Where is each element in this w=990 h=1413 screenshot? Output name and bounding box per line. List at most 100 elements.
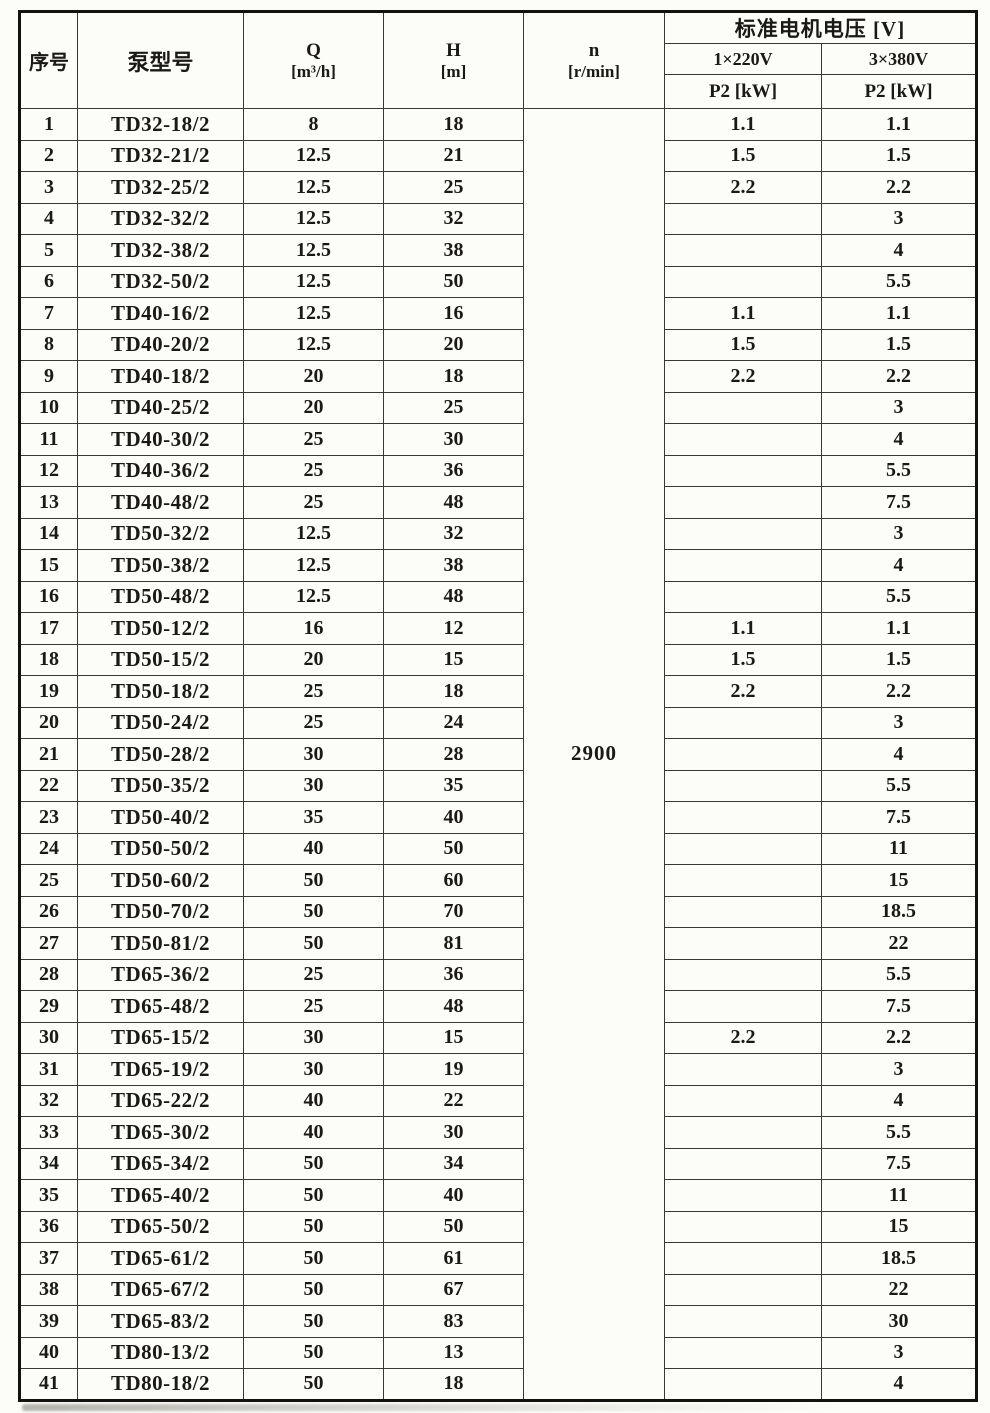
p2-380-cell: 4 <box>821 423 977 456</box>
h-value-cell: 18 <box>383 675 524 708</box>
q-value-cell: 50 <box>243 864 384 897</box>
row-index-cell: 36 <box>19 1210 78 1243</box>
header-h-symbol: H <box>446 39 461 61</box>
pump-model-cell: TD40-30/2 <box>77 423 244 456</box>
p2-220-cell <box>664 990 822 1023</box>
table-row: 24 TD50-50/2 40 50 11 <box>19 832 977 865</box>
p2-220-cell <box>664 1084 822 1117</box>
q-value-cell: 50 <box>243 1242 384 1275</box>
p2-220-cell <box>664 1116 822 1149</box>
pump-model-cell: TD40-20/2 <box>77 328 244 361</box>
pump-model-cell: TD40-18/2 <box>77 360 244 393</box>
pump-model-cell: TD65-50/2 <box>77 1210 244 1243</box>
h-value-cell: 16 <box>383 297 524 330</box>
p2-220-cell <box>664 1336 822 1369</box>
row-index-cell: 26 <box>19 895 78 928</box>
p2-380-cell: 18.5 <box>821 1242 977 1275</box>
p2-380-cell: 5.5 <box>821 1116 977 1149</box>
h-value-cell: 24 <box>383 706 524 739</box>
h-value-cell: 30 <box>383 1116 524 1149</box>
q-value-cell: 25 <box>243 990 384 1023</box>
table-row: 5 TD32-38/2 12.5 38 4 <box>19 234 977 267</box>
p2-220-cell <box>664 1242 822 1275</box>
p2-220-cell <box>664 1368 822 1401</box>
header-p2-380: P2 [kW] <box>821 74 977 109</box>
pump-model-cell: TD65-22/2 <box>77 1084 244 1117</box>
header-voltage-group: 标准电机电压 [V] <box>664 11 977 44</box>
q-value-cell: 12.5 <box>243 234 384 267</box>
p2-220-cell <box>664 706 822 739</box>
row-index-cell: 4 <box>19 202 78 235</box>
row-index-cell: 31 <box>19 1053 78 1086</box>
q-value-cell: 50 <box>243 927 384 960</box>
p2-220-cell <box>664 1273 822 1306</box>
row-index-cell: 8 <box>19 328 78 361</box>
row-index-cell: 14 <box>19 517 78 550</box>
p2-380-cell: 4 <box>821 738 977 771</box>
q-value-cell: 50 <box>243 1210 384 1243</box>
table-row: 41 TD80-18/2 50 18 4 <box>19 1368 977 1401</box>
p2-380-cell: 3 <box>821 1336 977 1369</box>
p2-220-cell <box>664 832 822 865</box>
h-value-cell: 15 <box>383 643 524 676</box>
q-value-cell: 50 <box>243 1179 384 1212</box>
pump-model-cell: TD32-38/2 <box>77 234 244 267</box>
h-value-cell: 61 <box>383 1242 524 1275</box>
p2-380-cell: 22 <box>821 1273 977 1306</box>
p2-380-cell: 7.5 <box>821 990 977 1023</box>
p2-220-cell <box>664 265 822 298</box>
p2-380-cell: 30 <box>821 1305 977 1338</box>
q-value-cell: 25 <box>243 423 384 456</box>
pump-model-cell: TD50-32/2 <box>77 517 244 550</box>
row-index-cell: 13 <box>19 486 78 519</box>
row-index-cell: 29 <box>19 990 78 1023</box>
pump-model-cell: TD65-48/2 <box>77 990 244 1023</box>
pump-model-cell: TD50-81/2 <box>77 927 244 960</box>
q-value-cell: 40 <box>243 1084 384 1117</box>
row-index-cell: 24 <box>19 832 78 865</box>
q-value-cell: 25 <box>243 675 384 708</box>
table-row: 34 TD65-34/2 50 34 7.5 <box>19 1147 977 1180</box>
h-value-cell: 38 <box>383 234 524 267</box>
p2-380-cell: 2.2 <box>821 1021 977 1054</box>
table-header: 序号 泵型号 Q [m³/h] H [m] n [r/min] 标准电机电压 [… <box>19 11 977 109</box>
p2-380-cell: 2.2 <box>821 171 977 204</box>
table-row: 35 TD65-40/2 50 40 11 <box>19 1179 977 1212</box>
h-value-cell: 22 <box>383 1084 524 1117</box>
table-row: 33 TD65-30/2 40 30 5.5 <box>19 1116 977 1149</box>
h-value-cell: 35 <box>383 769 524 802</box>
h-value-cell: 50 <box>383 265 524 298</box>
table-row: 3 TD32-25/2 12.5 25 2.2 2.2 <box>19 171 977 204</box>
row-index-cell: 32 <box>19 1084 78 1117</box>
q-value-cell: 50 <box>243 1336 384 1369</box>
table-row: 28 TD65-36/2 25 36 5.5 <box>19 958 977 991</box>
pump-model-cell: TD80-13/2 <box>77 1336 244 1369</box>
row-index-cell: 18 <box>19 643 78 676</box>
table-row: 25 TD50-60/2 50 60 15 <box>19 864 977 897</box>
pump-model-cell: TD50-28/2 <box>77 738 244 771</box>
table-row: 30 TD65-15/2 30 15 2.2 2.2 <box>19 1021 977 1054</box>
q-value-cell: 25 <box>243 706 384 739</box>
h-value-cell: 32 <box>383 517 524 550</box>
h-value-cell: 34 <box>383 1147 524 1180</box>
p2-380-cell: 1.1 <box>821 108 977 141</box>
p2-380-cell: 11 <box>821 832 977 865</box>
p2-380-cell: 3 <box>821 706 977 739</box>
p2-380-cell: 7.5 <box>821 801 977 834</box>
h-value-cell: 38 <box>383 549 524 582</box>
h-value-cell: 48 <box>383 486 524 519</box>
q-value-cell: 12.5 <box>243 549 384 582</box>
table-body: 1 TD32-18/2 8 18 2900 1.1 1.1 2 TD32-21/2 12.5 21 1… <box>19 108 977 1401</box>
row-index-cell: 19 <box>19 675 78 708</box>
q-value-cell: 12.5 <box>243 328 384 361</box>
p2-380-cell: 3 <box>821 1053 977 1086</box>
h-value-cell: 30 <box>383 423 524 456</box>
q-value-cell: 12.5 <box>243 517 384 550</box>
p2-380-cell: 1.5 <box>821 139 977 172</box>
header-h-unit: [m] <box>440 61 467 81</box>
p2-220-cell: 1.5 <box>664 328 822 361</box>
q-value-cell: 20 <box>243 360 384 393</box>
q-value-cell: 20 <box>243 391 384 424</box>
p2-220-cell <box>664 486 822 519</box>
row-index-cell: 3 <box>19 171 78 204</box>
